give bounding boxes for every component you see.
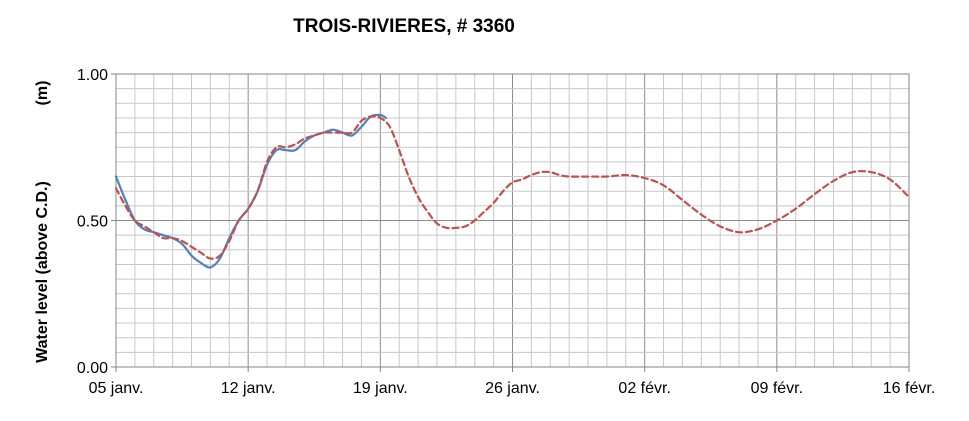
y-tick-label: 0.00 [77,360,108,377]
chart-title: TROIS-RIVIERES, # 3360 [293,16,515,37]
x-tick-label: 19 janv. [353,380,408,397]
x-tick-label: 02 févr. [618,380,670,397]
series-lines [114,113,911,269]
y-axis-label: Water level (above C.D.) [34,181,51,363]
x-tick-label: 05 janv. [89,380,144,397]
series-line-dashed [114,115,911,260]
grid [115,73,910,368]
y-axis-unit: (m) [34,81,51,106]
y-tick-label: 1.00 [77,67,108,84]
x-tick-label: 12 janv. [221,380,276,397]
x-tick-label: 16 févr. [883,380,935,397]
y-tick-label: 0.50 [77,214,108,231]
y-axis-ticks: 0.00 0.50 1.00 [77,67,116,377]
series-line-solid [114,113,388,269]
x-tick-label: 09 févr. [751,380,803,397]
x-tick-label: 26 janv. [485,380,540,397]
x-axis-ticks: 05 janv. 12 janv. 19 janv. 26 janv. 02 févr.… [89,367,935,397]
